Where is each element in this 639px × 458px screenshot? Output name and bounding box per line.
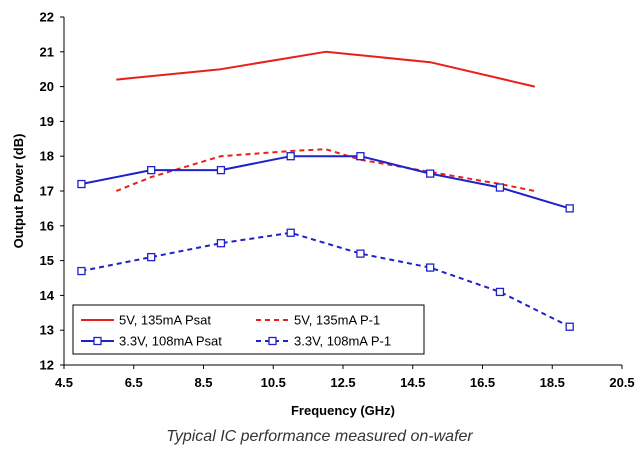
series-line-3 [81,155,570,210]
series-4-point [356,249,365,258]
y-tick-label: 13 [40,323,54,338]
y-tick-label: 17 [40,184,54,199]
x-tick-label: 8.5 [194,375,212,390]
x-tick-label: 16.5 [470,375,495,390]
y-tick-label: 15 [40,253,54,268]
figure-caption: Typical IC performance measured on-wafer [166,428,473,445]
y-tick-label: 20 [40,79,54,94]
legend-label-2: 5V, 135mA P-1 [294,313,380,328]
legend-box [72,304,425,355]
series-4-point [565,322,574,331]
x-axis-title: Frequency (GHz) [291,403,395,418]
legend-label-1: 5V, 135mA Psat [119,313,211,328]
x-tick-label: 6.5 [125,375,143,390]
y-tick-label: 16 [40,218,54,233]
x-tick-label: 12.5 [330,375,355,390]
series-4-point [147,252,156,262]
y-tick-label: 21 [40,44,54,59]
y-axis-title: Output Power (dB) [11,134,26,249]
series-4-point [495,287,505,297]
series-3-point [147,165,156,175]
series-4-point [77,266,86,276]
series-3-point [216,165,226,175]
series-3-point [495,183,505,192]
series-3-point [77,179,86,189]
x-tick-label: 20.5 [609,375,634,390]
y-tick-label: 18 [40,149,54,164]
series-3-point [426,169,435,178]
y-tick-label: 14 [40,288,55,303]
legend-marker-3 [93,336,102,346]
x-tick-label: 14.5 [400,375,425,390]
series-3-point [356,152,365,161]
y-tick-label: 19 [40,114,54,129]
series-4-point [286,228,295,237]
series-4-point [216,239,226,248]
y-tick-label: 22 [40,10,54,25]
series-line-1 [116,50,536,88]
series-3-point [565,204,574,213]
series-line-2 [115,148,535,192]
x-tick-label: 18.5 [540,375,565,390]
legend-label-3: 3.3V, 108mA Psat [119,334,222,349]
x-tick-label: 10.5 [261,375,286,390]
x-tick-label: 4.5 [55,375,73,390]
legend-marker-4 [268,336,277,346]
legend-label-4: 3.3V, 108mA P-1 [294,334,391,349]
series-4-point [426,263,435,272]
y-tick-label: 12 [40,358,54,373]
series-line-4 [81,231,571,328]
series-3-point [286,152,295,161]
